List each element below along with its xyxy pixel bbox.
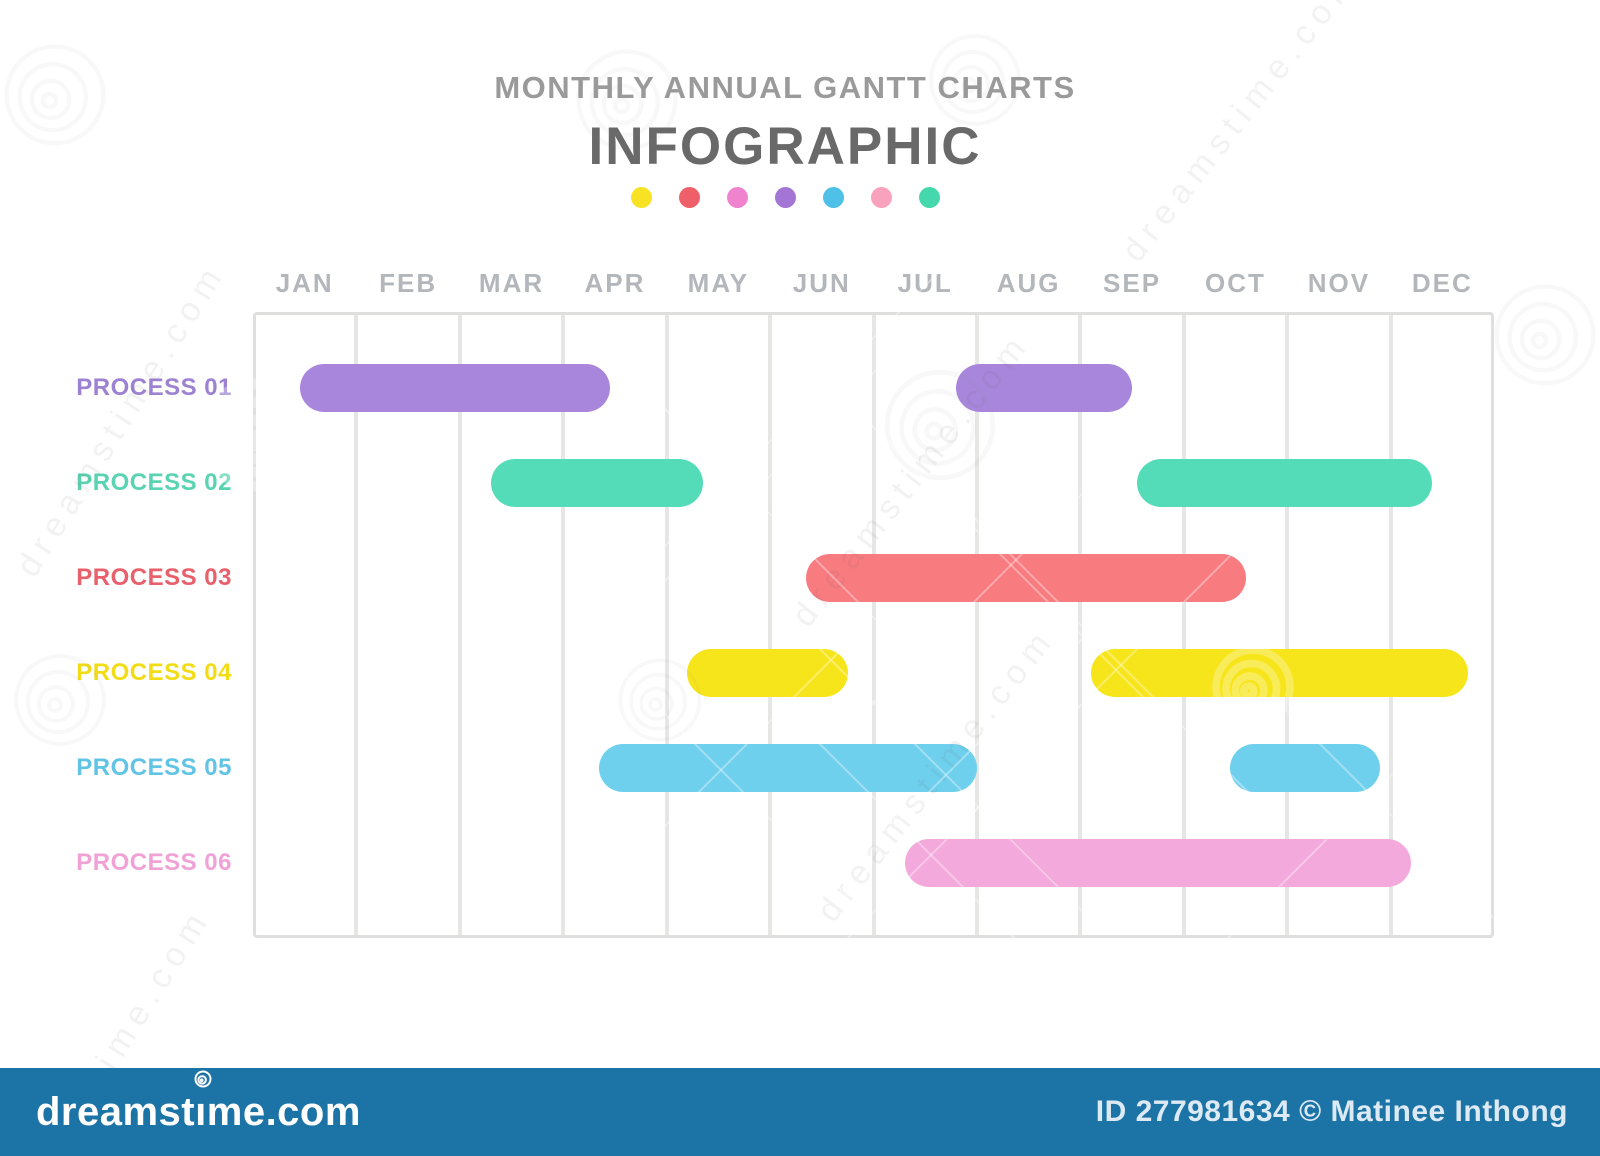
gantt-bar-process-2-2 [1137, 459, 1432, 507]
footer-bar: dreamstı me.com ID 277981634 © Matinee I… [0, 1068, 1600, 1156]
page-title: MONTHLY ANNUAL GANTT CHARTS [494, 70, 1076, 105]
gantt-bar-process-1-2 [956, 364, 1133, 412]
gantt-plot-area [253, 312, 1494, 938]
dreamstime-spiral-icon [194, 1070, 212, 1087]
grid-line-month-4 [664, 315, 669, 935]
process-label-2: PROCESS 02 [76, 469, 232, 496]
month-label-dec: DEC [1411, 268, 1473, 298]
month-label-nov: NOV [1307, 268, 1371, 298]
month-label-may: MAY [687, 268, 750, 298]
grid-line-month-1 [354, 315, 359, 935]
legend-dot-2 [678, 187, 700, 208]
legend-dot-5 [822, 187, 844, 208]
grid-line-month-6 [871, 315, 876, 935]
grid-line-month-9 [1181, 315, 1186, 935]
month-label-aug: AUG [996, 268, 1061, 298]
dreamstime-logo: dreamstı me.com [36, 1070, 361, 1135]
gantt-bar-process-2-1 [490, 459, 703, 507]
month-label-jan: JAN [275, 268, 334, 298]
gantt-bar-process-6-1 [904, 839, 1412, 887]
watermark-text: dreamstime.com [8, 255, 234, 584]
grid-line-month-5 [768, 315, 773, 935]
process-label-3: PROCESS 03 [76, 564, 232, 591]
grid-line-month-2 [457, 315, 462, 935]
month-label-oct: OCT [1205, 268, 1266, 298]
process-label-4: PROCESS 04 [76, 659, 232, 686]
grid-line-month-8 [1078, 315, 1083, 935]
legend-dot-4 [774, 187, 796, 208]
grid-line-month-11 [1388, 315, 1393, 935]
page-subtitle: INFOGRAPHIC [588, 117, 982, 176]
month-label-jul: JUL [897, 268, 953, 298]
legend-dot-3 [726, 187, 748, 208]
process-label-1: PROCESS 01 [76, 374, 232, 401]
month-label-sep: SEP [1103, 268, 1162, 298]
month-label-mar: MAR [478, 268, 545, 298]
image-credit: ID 277981634 © Matinee Inthong [1095, 1095, 1568, 1128]
process-label-5: PROCESS 05 [76, 754, 232, 781]
month-label-feb: FEB [379, 268, 438, 298]
grid-line-month-10 [1285, 315, 1290, 935]
legend-dot-1 [630, 187, 652, 208]
gantt-bar-process-3-1 [806, 554, 1246, 602]
legend-dot-7 [918, 187, 940, 208]
legend-dots [0, 187, 1570, 208]
month-label-jun: JUN [792, 268, 851, 298]
month-label-apr: APR [584, 268, 646, 298]
gantt-bar-process-5-1 [599, 744, 977, 792]
gantt-bar-process-5-2 [1230, 744, 1381, 792]
legend-dot-6 [870, 187, 892, 208]
grid-line-month-3 [561, 315, 566, 935]
process-label-6: PROCESS 06 [76, 849, 232, 876]
gantt-bar-process-1-1 [299, 364, 610, 412]
logo-i-with-spiral: ı [194, 1070, 212, 1135]
watermark-spiral-icon [1490, 280, 1600, 395]
gantt-bar-process-4-1 [687, 649, 848, 697]
gantt-bar-process-4-2 [1090, 649, 1469, 697]
grid-line-month-7 [974, 315, 979, 935]
